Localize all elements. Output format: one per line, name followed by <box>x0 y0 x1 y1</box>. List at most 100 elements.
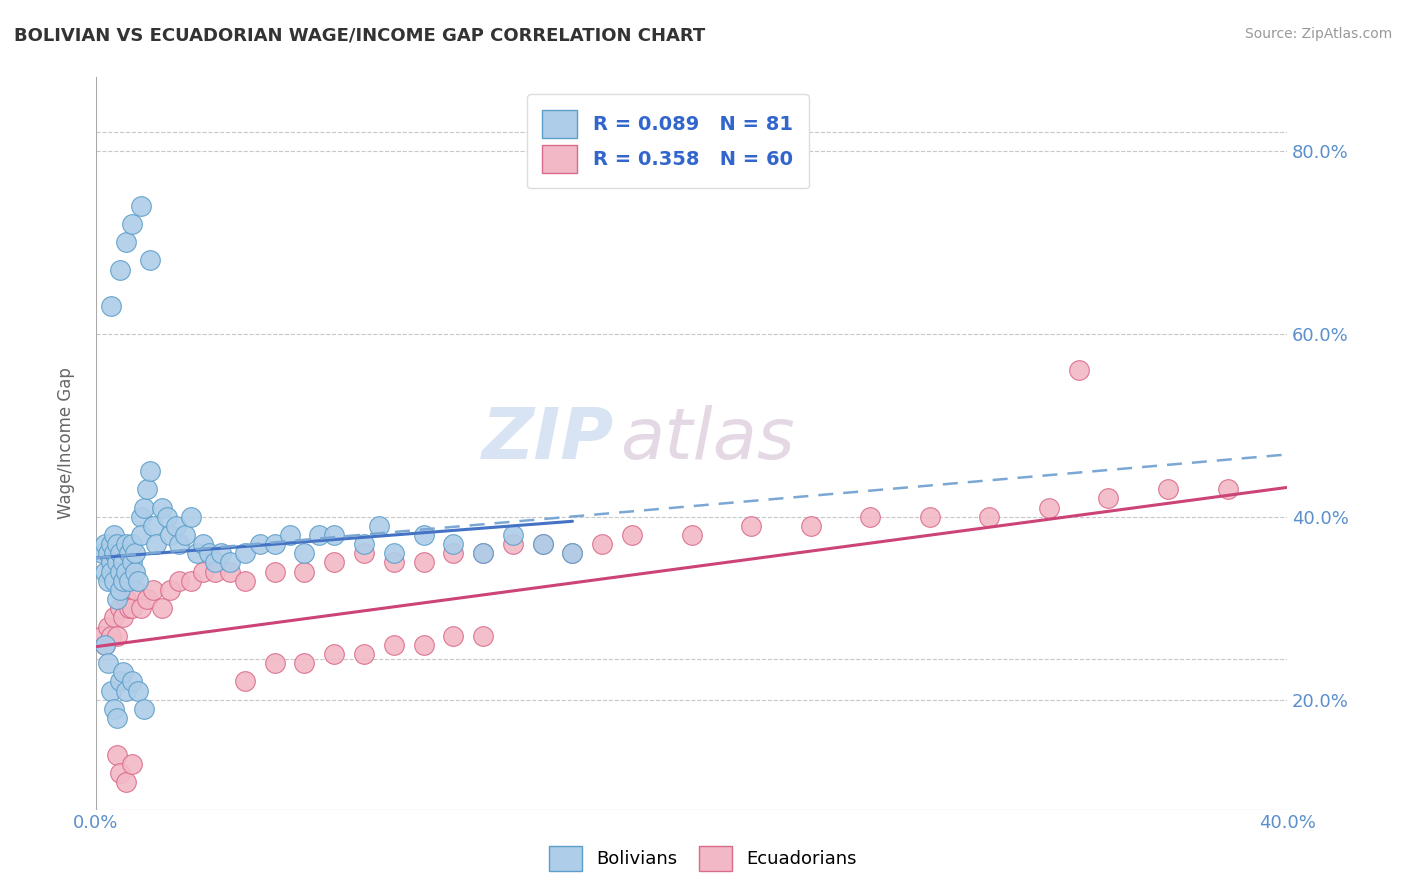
Point <box>105 711 128 725</box>
Point <box>114 537 136 551</box>
Point <box>323 556 346 570</box>
Point <box>135 482 157 496</box>
Point <box>100 683 122 698</box>
Point <box>142 582 165 597</box>
Point <box>472 629 495 643</box>
Point <box>441 546 464 560</box>
Point <box>108 674 131 689</box>
Point <box>323 528 346 542</box>
Point <box>1097 491 1119 506</box>
Point <box>103 610 125 624</box>
Point <box>138 253 160 268</box>
Point <box>121 601 143 615</box>
Point <box>118 574 141 588</box>
Point <box>132 702 155 716</box>
Point <box>121 537 143 551</box>
Point <box>1038 500 1060 515</box>
Point <box>219 565 242 579</box>
Text: ZIP: ZIP <box>482 405 614 475</box>
Point <box>233 546 256 560</box>
Point <box>111 610 134 624</box>
Point <box>94 537 117 551</box>
Point <box>531 537 554 551</box>
Point <box>263 537 285 551</box>
Point <box>100 556 122 570</box>
Point <box>472 546 495 560</box>
Point <box>97 574 120 588</box>
Point <box>124 546 146 560</box>
Point <box>204 556 226 570</box>
Point <box>97 656 120 670</box>
Point <box>129 509 152 524</box>
Point <box>502 528 524 542</box>
Point <box>150 500 173 515</box>
Point <box>118 546 141 560</box>
Point <box>233 674 256 689</box>
Point <box>121 756 143 771</box>
Point <box>145 537 167 551</box>
Point <box>100 299 122 313</box>
Point <box>121 217 143 231</box>
Point <box>100 537 122 551</box>
Point <box>114 235 136 249</box>
Point <box>159 528 181 542</box>
Point <box>94 565 117 579</box>
Point <box>472 546 495 560</box>
Text: Source: ZipAtlas.com: Source: ZipAtlas.com <box>1244 27 1392 41</box>
Point <box>441 629 464 643</box>
Point <box>308 528 330 542</box>
Point <box>129 528 152 542</box>
Point <box>91 629 114 643</box>
Point <box>100 629 122 643</box>
Point <box>121 556 143 570</box>
Point <box>294 565 316 579</box>
Point <box>94 638 117 652</box>
Point <box>204 565 226 579</box>
Text: atlas: atlas <box>620 405 794 475</box>
Point <box>353 546 375 560</box>
Point <box>740 519 762 533</box>
Point <box>103 702 125 716</box>
Point <box>97 619 120 633</box>
Point <box>186 546 208 560</box>
Point <box>108 546 131 560</box>
Point <box>180 574 202 588</box>
Point <box>91 546 114 560</box>
Point <box>150 601 173 615</box>
Point <box>124 582 146 597</box>
Point <box>1216 482 1239 496</box>
Point <box>233 574 256 588</box>
Point <box>561 546 583 560</box>
Point <box>249 537 271 551</box>
Point <box>114 683 136 698</box>
Point <box>114 565 136 579</box>
Point <box>108 565 131 579</box>
Point <box>114 775 136 789</box>
Point <box>129 601 152 615</box>
Point <box>121 674 143 689</box>
Point <box>124 565 146 579</box>
Legend: Bolivians, Ecuadorians: Bolivians, Ecuadorians <box>543 838 863 879</box>
Point <box>132 500 155 515</box>
Point <box>278 528 301 542</box>
Point <box>94 638 117 652</box>
Point <box>620 528 643 542</box>
Point <box>103 528 125 542</box>
Point <box>219 556 242 570</box>
Point <box>918 509 941 524</box>
Point <box>105 747 128 762</box>
Point <box>1067 363 1090 377</box>
Point <box>127 574 149 588</box>
Point <box>108 766 131 780</box>
Point <box>108 601 131 615</box>
Point <box>103 546 125 560</box>
Point <box>138 464 160 478</box>
Text: BOLIVIAN VS ECUADORIAN WAGE/INCOME GAP CORRELATION CHART: BOLIVIAN VS ECUADORIAN WAGE/INCOME GAP C… <box>14 27 706 45</box>
Point <box>165 519 187 533</box>
Point <box>169 537 191 551</box>
Point <box>174 528 197 542</box>
Point <box>105 629 128 643</box>
Point <box>353 647 375 661</box>
Point <box>127 683 149 698</box>
Y-axis label: Wage/Income Gap: Wage/Income Gap <box>58 368 75 519</box>
